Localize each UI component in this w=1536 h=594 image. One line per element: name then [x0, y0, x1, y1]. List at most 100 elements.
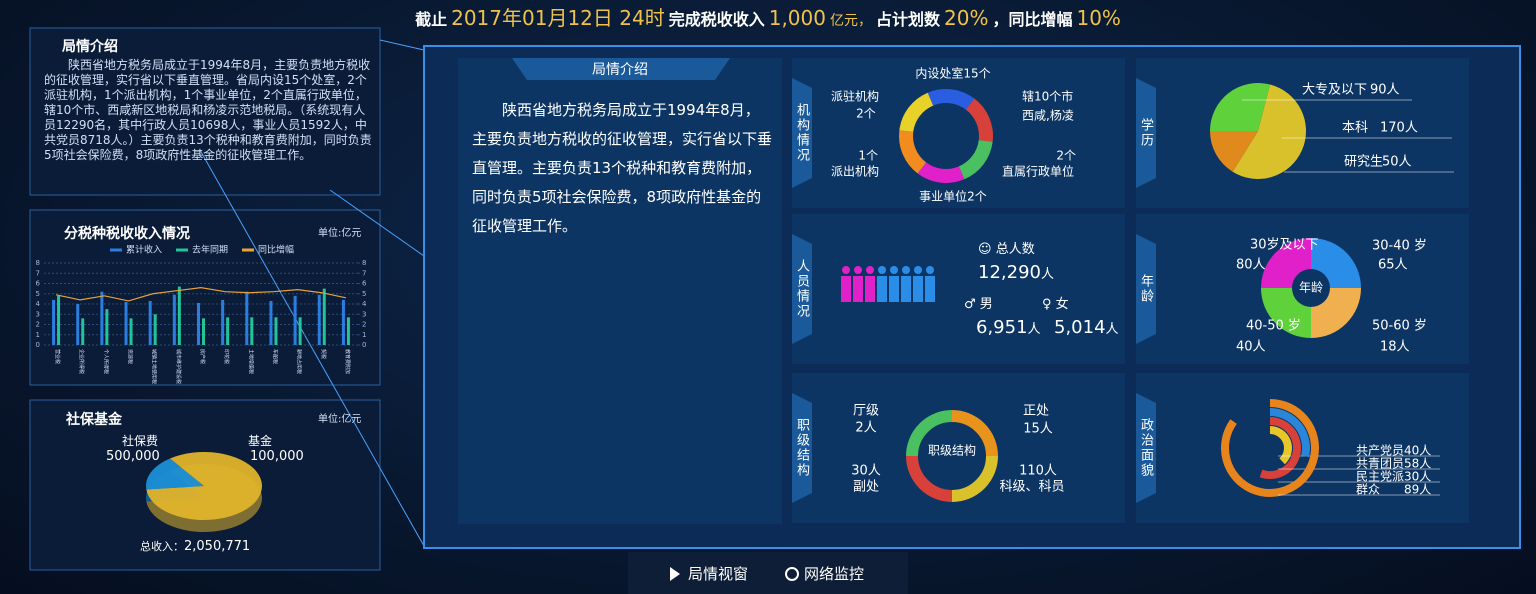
label: 社保费	[122, 434, 159, 448]
side-label: 职级结构	[794, 418, 809, 478]
x-tick-label: 教育费附加	[344, 349, 351, 374]
play-icon	[670, 567, 680, 581]
text: 12,290	[978, 262, 1041, 283]
bar	[153, 314, 157, 345]
pie-center	[1292, 269, 1330, 307]
bar	[226, 317, 230, 345]
person-icon	[877, 276, 887, 302]
label: 80人	[1236, 258, 1266, 273]
donut-segment	[958, 139, 993, 180]
x-tick-label: 企业所得税	[78, 349, 85, 374]
text: 人	[1027, 322, 1041, 337]
bar	[124, 301, 128, 345]
label: 90人	[1370, 83, 1400, 98]
arc	[1221, 399, 1319, 497]
label: 0	[36, 341, 40, 349]
bar	[269, 300, 273, 345]
label: 年龄	[1299, 281, 1323, 295]
label: 6	[362, 280, 367, 288]
label: 本科	[1342, 121, 1368, 136]
bar	[52, 299, 56, 345]
side-label: 学历	[1138, 118, 1153, 148]
text: 1,000	[768, 6, 826, 30]
label: 民主党派	[1356, 469, 1404, 484]
label: 大专及以下	[1302, 83, 1367, 98]
card-title: 局情介绍	[592, 62, 648, 78]
bar	[100, 291, 104, 345]
pie-slice	[1210, 131, 1258, 172]
person-icon	[925, 276, 935, 302]
side-label: 机构情况	[794, 103, 809, 163]
x-tick-label: 城市维护建设税	[175, 349, 182, 384]
label: 2人	[855, 421, 876, 436]
text: 完成税收收入	[668, 10, 765, 29]
bar	[172, 294, 176, 345]
card	[458, 58, 782, 524]
label: 5	[36, 290, 40, 298]
line	[55, 286, 347, 302]
person-icon	[878, 266, 886, 274]
label: 基金	[248, 434, 273, 448]
bar	[346, 317, 350, 345]
nav-item[interactable]: 网络监控	[804, 565, 865, 583]
label: 30人	[851, 464, 881, 479]
label: 研究生	[1344, 155, 1383, 170]
arc	[1269, 426, 1292, 465]
bar	[341, 299, 345, 345]
donut-segment	[927, 89, 975, 110]
x-tick-label: 耕地占用税	[296, 349, 303, 374]
label: 40人	[1404, 444, 1431, 458]
person-icon	[902, 266, 910, 274]
label: 副处	[853, 480, 879, 495]
bar	[81, 318, 85, 345]
bar	[105, 309, 109, 345]
x-tick-label: 房产税	[199, 349, 206, 364]
label: 50-60 岁	[1372, 319, 1427, 334]
label: 群众	[1356, 483, 1380, 497]
label: 8	[36, 259, 40, 267]
label: 共青团员	[1356, 457, 1404, 471]
bar	[298, 317, 302, 345]
pie-slice	[1232, 84, 1306, 179]
label: 18人	[1380, 340, 1410, 355]
person-icon	[866, 266, 874, 274]
label: ☺ 总人数	[978, 242, 1035, 257]
text: 5,014	[1054, 317, 1106, 338]
text: 总人数	[995, 242, 1035, 257]
label: 西咸,杨凌	[1022, 108, 1074, 123]
label: 事业单位2个	[919, 189, 987, 204]
text: ，同比增幅	[992, 10, 1073, 29]
bar	[245, 291, 249, 345]
text: 占计划数	[875, 10, 940, 29]
link-line	[199, 149, 425, 547]
x-tick-label: 契税	[320, 349, 327, 359]
label: 厅级	[853, 404, 879, 419]
header: 截止 2017年01月12日 24时 完成税收收入 1,000 亿元， 占计划数…	[0, 8, 1536, 28]
bar	[177, 286, 181, 345]
x-tick-label: 城镇土地使用税	[151, 349, 158, 384]
label: 30岁及以下	[1250, 238, 1319, 253]
panel	[29, 209, 381, 386]
label: 2个	[1056, 149, 1076, 163]
label: 40-50 岁	[1246, 319, 1301, 334]
label: 总收入：	[140, 540, 184, 553]
label: 1个	[858, 149, 878, 163]
label: 3	[36, 310, 40, 318]
value-label: 100,000	[250, 449, 304, 464]
value: 12,290人	[978, 264, 1054, 282]
bar	[274, 317, 278, 345]
x-tick-label: 车船税	[271, 349, 278, 364]
label: 30-40 岁	[1372, 239, 1427, 254]
arc	[1269, 408, 1310, 458]
donut-segment	[951, 455, 998, 502]
person-icon	[926, 266, 934, 274]
bar	[57, 295, 61, 345]
text: 20%	[944, 6, 989, 30]
nav-item[interactable]: 局情视窗	[688, 565, 749, 583]
label: 50人	[1382, 155, 1412, 170]
person-icon	[842, 266, 850, 274]
person-icon	[865, 276, 875, 302]
x-tick-label: 个人所得税	[102, 349, 109, 374]
person-icon	[841, 276, 851, 302]
